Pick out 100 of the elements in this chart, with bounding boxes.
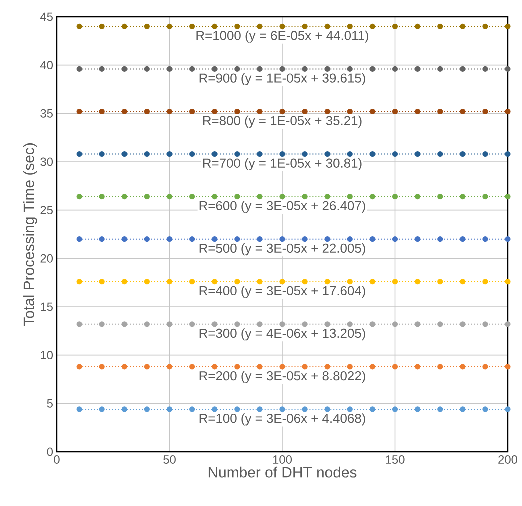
point (99, 322, 105, 328)
annotation: R=700 (y = 1E-05x + 30.81) (203, 158, 362, 171)
point (370, 364, 376, 370)
point (76, 151, 82, 158)
annotation: R=100 (y = 3E-06x + 4.4068) (200, 414, 366, 426)
point (234, 151, 240, 158)
point (122, 406, 128, 412)
annotation: R=500 (y = 3E-05x + 22.005) (200, 244, 366, 256)
point (99, 364, 105, 370)
point (324, 279, 330, 285)
point (505, 279, 511, 285)
annotation: R=300 (y = 4E-06x + 13.205) (200, 328, 366, 341)
point (392, 364, 398, 370)
point (415, 194, 421, 200)
point (370, 322, 376, 328)
point (122, 108, 128, 115)
point (234, 406, 240, 412)
point (257, 108, 263, 115)
point (257, 364, 263, 370)
point (166, 364, 173, 370)
point (324, 364, 330, 370)
point (144, 322, 150, 328)
point (415, 66, 421, 72)
point (482, 364, 488, 370)
point (482, 236, 488, 242)
annotation: R=200 (y = 3E-05x + 8.8022) (200, 371, 366, 384)
point (122, 66, 128, 72)
point (280, 151, 286, 158)
point (234, 364, 240, 370)
point (438, 24, 444, 30)
point (438, 108, 444, 115)
point (99, 108, 105, 115)
point (370, 406, 376, 412)
point (234, 194, 240, 200)
point (505, 194, 511, 200)
point (76, 279, 82, 285)
point (505, 364, 511, 370)
point (482, 108, 488, 115)
point (234, 322, 240, 328)
point (505, 151, 511, 158)
point (415, 151, 421, 158)
point (280, 24, 286, 30)
point (370, 279, 376, 285)
point (190, 279, 196, 285)
y-tick-label: 20 (40, 254, 54, 263)
point (76, 66, 82, 72)
point (257, 24, 263, 30)
x-tick-label: 0 (54, 456, 60, 464)
point (370, 24, 376, 30)
point (482, 279, 488, 285)
point (234, 24, 240, 30)
point (392, 406, 398, 412)
point (324, 66, 330, 72)
y-tick-label: 45 (40, 12, 53, 22)
point (280, 108, 286, 115)
point (280, 364, 286, 370)
point (347, 108, 353, 115)
point (324, 236, 330, 242)
point (460, 108, 466, 115)
point (460, 406, 466, 412)
point (482, 194, 488, 200)
point (122, 24, 128, 30)
point (212, 322, 218, 328)
point (122, 279, 128, 285)
point (324, 406, 330, 412)
point (234, 236, 240, 242)
point (76, 194, 82, 200)
point (302, 66, 308, 72)
point (460, 24, 466, 30)
point (438, 194, 444, 200)
point (302, 151, 308, 158)
point (415, 406, 421, 412)
point (438, 66, 444, 72)
point (482, 406, 488, 412)
point (460, 66, 466, 72)
point (302, 108, 308, 115)
point (166, 66, 173, 72)
point (99, 151, 105, 158)
y-tick-label: 40 (40, 61, 54, 70)
point (460, 364, 466, 370)
point (438, 279, 444, 285)
y-tick-label: 0 (47, 448, 54, 456)
y-tick-label: 15 (41, 302, 53, 312)
point (190, 108, 196, 115)
point (257, 151, 263, 158)
point (505, 108, 511, 115)
point (370, 194, 376, 200)
x-tick-label: 50 (164, 456, 176, 464)
point (460, 322, 466, 328)
point (190, 66, 196, 72)
point (392, 24, 398, 30)
point (212, 364, 218, 370)
point (144, 24, 150, 30)
point (166, 279, 173, 285)
y-tick-label: 25 (40, 206, 53, 215)
point (280, 322, 286, 328)
point (505, 66, 511, 72)
point (392, 194, 398, 200)
point (166, 406, 173, 412)
point (280, 194, 286, 200)
